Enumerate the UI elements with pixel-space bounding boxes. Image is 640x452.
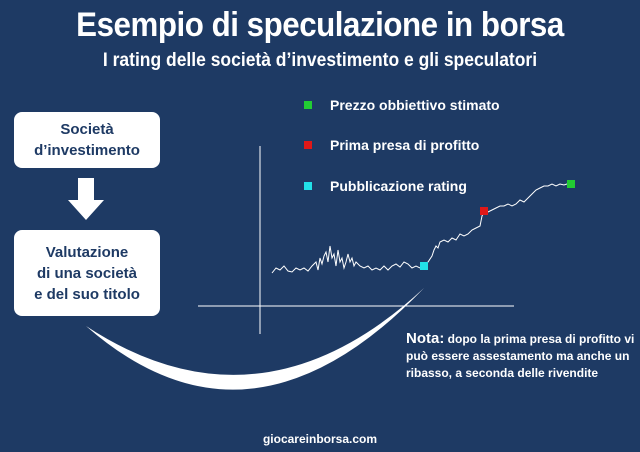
cyan-square-icon bbox=[304, 182, 312, 190]
red-square-icon bbox=[304, 141, 312, 149]
company-valuation-label: Valutazione di una società e del suo tit… bbox=[34, 243, 140, 303]
company-valuation-box: Valutazione di una società e del suo tit… bbox=[14, 230, 160, 316]
investment-company-box: Società d’investimento bbox=[14, 112, 160, 168]
legend-label: Pubblicazione rating bbox=[330, 178, 467, 194]
note-text: Nota: dopo la prima presa di profitto vi… bbox=[406, 330, 636, 382]
legend-label: Prezzo obbiettivo stimato bbox=[330, 97, 500, 113]
down-arrow-icon bbox=[68, 178, 104, 220]
page-title: Esempio di speculazione in borsa bbox=[76, 6, 564, 44]
note-body: dopo la prima presa di profitto vi può e… bbox=[406, 332, 635, 380]
price-line bbox=[271, 182, 571, 274]
rating-publication-marker bbox=[420, 262, 428, 270]
legend-item-rating-publication: Pubblicazione rating bbox=[304, 178, 467, 194]
page-subtitle: I rating delle società d’investimento e … bbox=[102, 50, 538, 71]
investment-company-label: Società d’investimento bbox=[34, 121, 140, 159]
legend-item-target-price: Prezzo obbiettivo stimato bbox=[304, 97, 500, 113]
footer-site: giocareinborsa.com bbox=[262, 432, 378, 446]
note-label: Nota: bbox=[406, 330, 445, 347]
first-profit-marker bbox=[480, 207, 488, 215]
green-square-icon bbox=[304, 101, 312, 109]
legend-item-first-profit: Prima presa di profitto bbox=[304, 137, 479, 153]
target-price-marker bbox=[567, 180, 575, 188]
legend-label: Prima presa di profitto bbox=[330, 137, 480, 153]
